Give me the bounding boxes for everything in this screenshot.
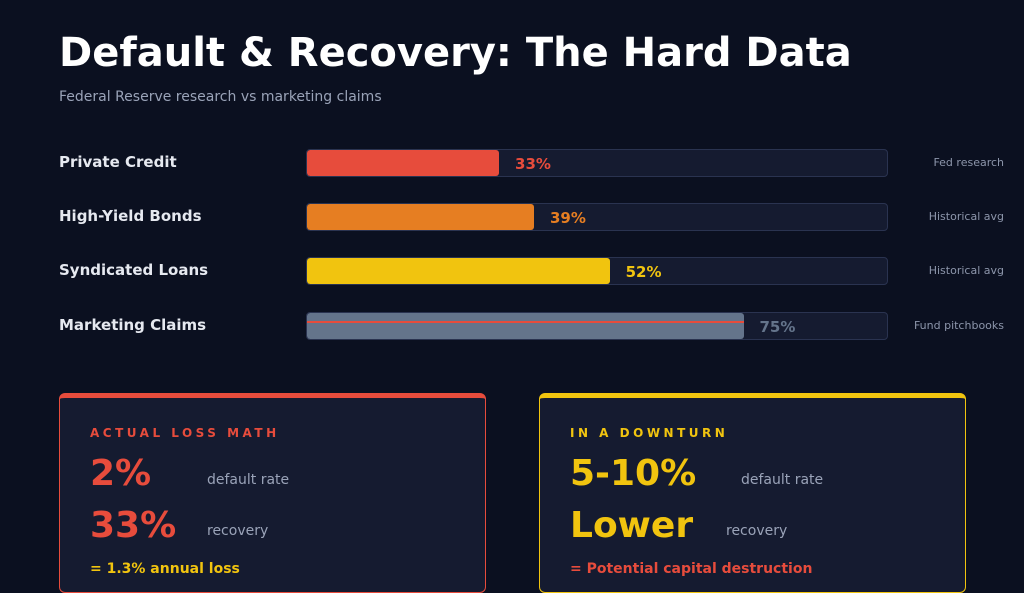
bar-row: Marketing Claims 75% Fund pitchbooks xyxy=(0,312,1024,340)
actual-loss-card: ACTUAL LOSS MATH 2% default rate 33% rec… xyxy=(59,393,486,593)
bar-row: Private Credit 33% Fed research xyxy=(0,149,1024,177)
bar-source-note: Fed research xyxy=(933,156,1004,169)
page-subtitle: Federal Reserve research vs marketing cl… xyxy=(59,89,382,105)
bar-value-label: 52% xyxy=(625,263,662,281)
bar-value-label: 39% xyxy=(549,209,586,227)
bar-category-label: Syndicated Loans xyxy=(59,261,209,279)
recovery-label: recovery xyxy=(726,523,788,539)
bar-track: 75% xyxy=(306,312,888,340)
bar-fill xyxy=(307,204,534,230)
bar-value-label: 33% xyxy=(515,155,551,173)
card-title: ACTUAL LOSS MATH xyxy=(90,426,280,440)
card-conclusion: = Potential capital destruction xyxy=(570,561,813,577)
bar-category-label: Private Credit xyxy=(59,153,177,171)
bar-track: 39% xyxy=(306,203,888,231)
bar-fill xyxy=(307,150,500,176)
recovery-value: Lower xyxy=(570,505,694,546)
bar-category-label: Marketing Claims xyxy=(59,316,207,334)
card-conclusion: = 1.3% annual loss xyxy=(90,561,240,577)
downturn-card: IN A DOWNTURN 5-10% default rate Lower r… xyxy=(539,393,966,593)
bar-value-label: 75% xyxy=(759,318,796,336)
default-rate-value: 2% xyxy=(90,453,152,494)
bar-source-note: Historical avg xyxy=(928,264,1004,277)
card-title: IN A DOWNTURN xyxy=(570,426,729,440)
bar-category-label: High-Yield Bonds xyxy=(59,207,202,225)
bar-source-note: Historical avg xyxy=(928,210,1004,223)
default-rate-label: default rate xyxy=(207,472,290,488)
bar-row: Syndicated Loans 52% Historical avg xyxy=(0,257,1024,285)
page-title: Default & Recovery: The Hard Data xyxy=(59,30,852,76)
bar-source-note: Fund pitchbooks xyxy=(913,319,1004,332)
bar-row: High-Yield Bonds 39% Historical avg xyxy=(0,203,1024,231)
strike-line xyxy=(307,321,744,323)
recovery-label: recovery xyxy=(207,523,269,539)
bar-fill xyxy=(307,258,610,284)
bar-track: 52% xyxy=(306,257,888,285)
bar-fill xyxy=(307,313,744,339)
bar-track: 33% xyxy=(306,149,888,177)
default-rate-label: default rate xyxy=(741,472,824,488)
default-rate-value: 5-10% xyxy=(570,453,697,494)
recovery-value: 33% xyxy=(90,505,177,546)
